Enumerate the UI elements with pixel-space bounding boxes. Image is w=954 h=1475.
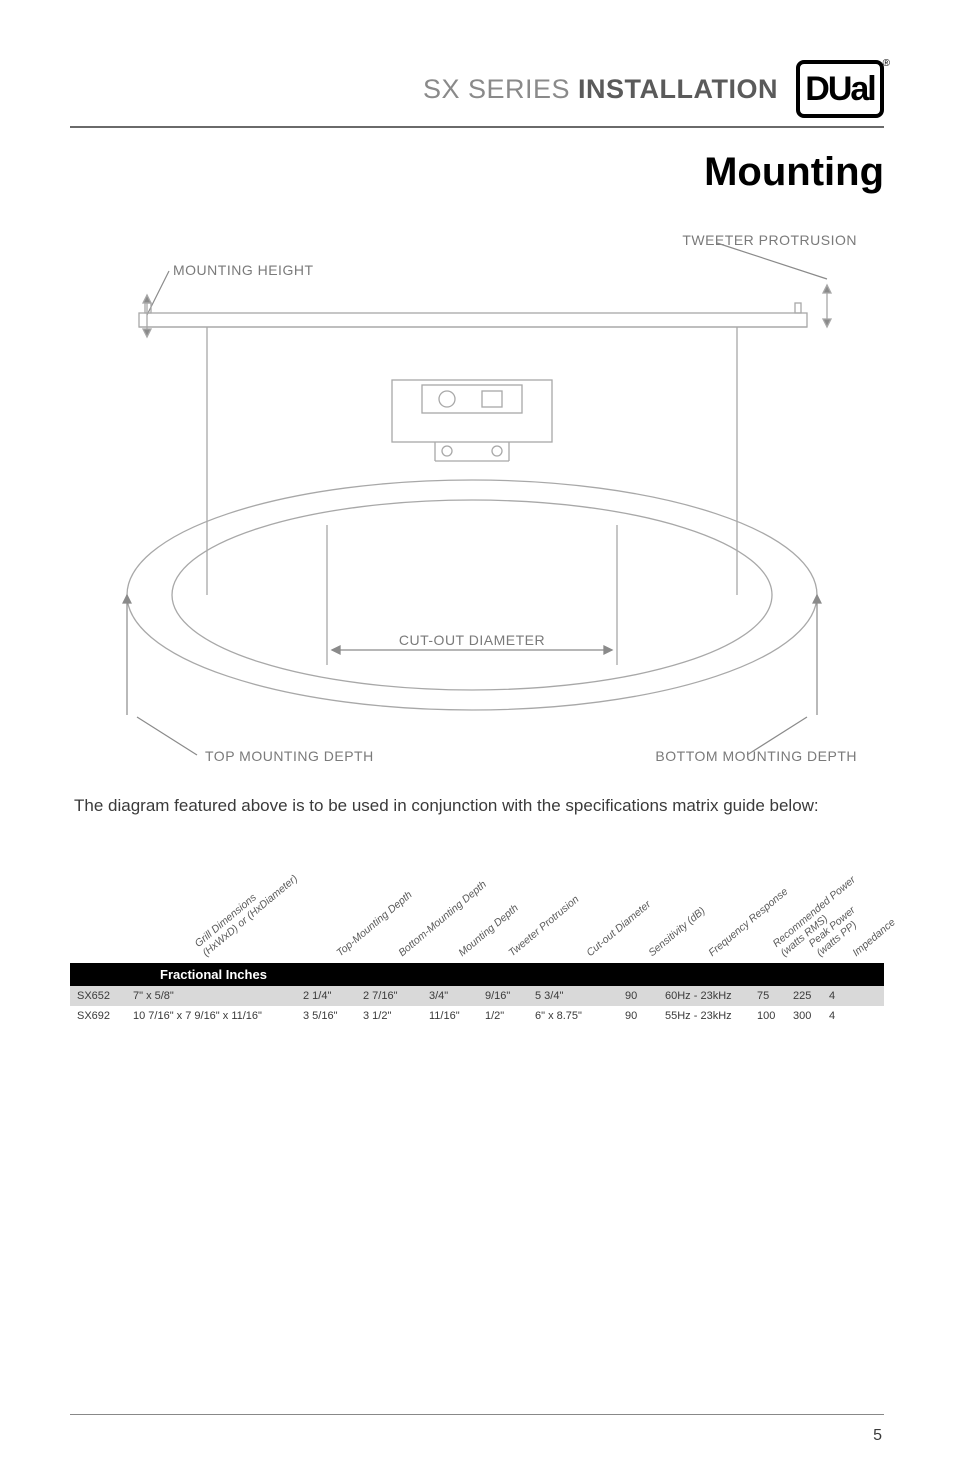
diagram-caption: The diagram featured above is to be used… xyxy=(70,795,884,818)
spec-cell: 6" x 8.75" xyxy=(532,1008,622,1024)
header-divider xyxy=(70,126,884,128)
label-cutout-diameter: CUT-OUT DIAMETER xyxy=(399,632,545,648)
footer-divider xyxy=(70,1414,884,1416)
spec-cell: 10 7/16" x 7 9/16" x 11/16" xyxy=(130,1008,300,1024)
spec-cell: 2 1/4" xyxy=(300,988,360,1004)
spec-cell: 75 xyxy=(754,988,790,1004)
spec-cell: 4 xyxy=(826,1008,848,1024)
spec-header: Cut-out Diameter xyxy=(584,898,653,959)
mounting-diagram: TWEETER PROTRUSION MOUNTING HEIGHT xyxy=(70,225,884,765)
spec-cell: 90 xyxy=(622,988,662,1004)
section-title: Mounting xyxy=(70,150,884,195)
spec-cell: 1/2" xyxy=(482,1008,532,1024)
spec-group-label: Fractional Inches xyxy=(70,963,884,986)
page-header: SX SERIES INSTALLATION DUal ® xyxy=(70,60,884,118)
spec-cell: 3 1/2" xyxy=(360,1008,426,1024)
brand-logo: DUal ® xyxy=(796,60,884,118)
spec-table: Grill Dimensions(HxWxD) or (HxDiameter) T… xyxy=(70,848,884,1026)
mounting-diagram-svg: TWEETER PROTRUSION MOUNTING HEIGHT xyxy=(87,225,867,765)
spec-cell: 5 3/4" xyxy=(532,988,622,1004)
spec-cell: 100 xyxy=(754,1008,790,1024)
spec-cell: 7" x 5/8" xyxy=(130,988,300,1004)
label-tweeter-protrusion: TWEETER PROTRUSION xyxy=(682,232,857,248)
spec-header: Tweeter Protrusion xyxy=(506,893,581,959)
table-row: SX6527" x 5/8"2 1/4"2 7/16"3/4"9/16"5 3/… xyxy=(70,986,884,1006)
label-bottom-mounting-depth: BOTTOM MOUNTING DEPTH xyxy=(655,748,857,764)
header-series: SX SERIES xyxy=(423,74,570,104)
spec-table-body: SX6527" x 5/8"2 1/4"2 7/16"3/4"9/16"5 3/… xyxy=(70,986,884,1026)
header-title: SX SERIES INSTALLATION xyxy=(423,74,778,105)
label-top-mounting-depth: TOP MOUNTING DEPTH xyxy=(205,748,374,764)
spec-cell: 4 xyxy=(826,988,848,1004)
label-mounting-height: MOUNTING HEIGHT xyxy=(173,262,314,278)
spec-cell: 60Hz - 23kHz xyxy=(662,988,754,1004)
spec-table-headers: Grill Dimensions(HxWxD) or (HxDiameter) T… xyxy=(70,848,884,963)
header-doctype: INSTALLATION xyxy=(578,74,778,104)
page-number: 5 xyxy=(873,1427,882,1445)
spec-header: Sensitivity (dB) xyxy=(646,905,707,959)
spec-cell: 3 5/16" xyxy=(300,1008,360,1024)
spec-cell: 300 xyxy=(790,1008,826,1024)
spec-cell: 11/16" xyxy=(426,1008,482,1024)
registered-icon: ® xyxy=(883,58,890,69)
model-cell: SX652 xyxy=(74,988,130,1004)
spec-cell: 3/4" xyxy=(426,988,482,1004)
spec-cell: 9/16" xyxy=(482,988,532,1004)
spec-cell: 55Hz - 23kHz xyxy=(662,1008,754,1024)
table-row: SX69210 7/16" x 7 9/16" x 11/16"3 5/16"3… xyxy=(70,1006,884,1026)
brand-logo-text: DUal xyxy=(805,70,874,109)
spec-header: Grill Dimensions(HxWxD) or (HxDiameter) xyxy=(193,863,300,959)
model-cell: SX692 xyxy=(74,1008,130,1024)
spec-cell: 2 7/16" xyxy=(360,988,426,1004)
spec-cell: 225 xyxy=(790,988,826,1004)
spec-cell: 90 xyxy=(622,1008,662,1024)
